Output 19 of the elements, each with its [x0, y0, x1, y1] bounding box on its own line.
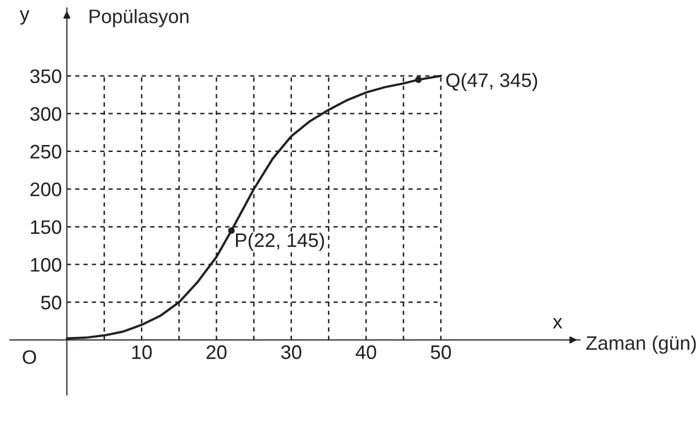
y-tick-label: 200	[30, 182, 62, 196]
annotation: P(22, 145)	[236, 232, 324, 251]
y-axis-title: Popülasyon	[90, 9, 188, 28]
y-tick-label: 150	[31, 220, 62, 234]
x-tick-label: 40	[356, 345, 376, 360]
annotation: y	[20, 10, 30, 25]
annotation: Q(47, 345)	[446, 72, 538, 91]
x-tick-label: 10	[132, 345, 152, 360]
annotation: x	[552, 318, 562, 328]
y-tick-label: 100	[31, 258, 62, 272]
x-axis-title: Zaman (gün)	[586, 336, 696, 354]
y-tick-label: 350	[30, 69, 62, 84]
x-tick-label: 20	[206, 345, 227, 360]
y-tick-label: 50	[41, 296, 62, 310]
y-tick-label: 300	[30, 107, 62, 121]
x-tick-label: 30	[281, 345, 302, 360]
y-tick-label: 250	[30, 144, 62, 159]
annotation: O	[22, 350, 36, 364]
x-tick-label: 50	[430, 345, 451, 360]
